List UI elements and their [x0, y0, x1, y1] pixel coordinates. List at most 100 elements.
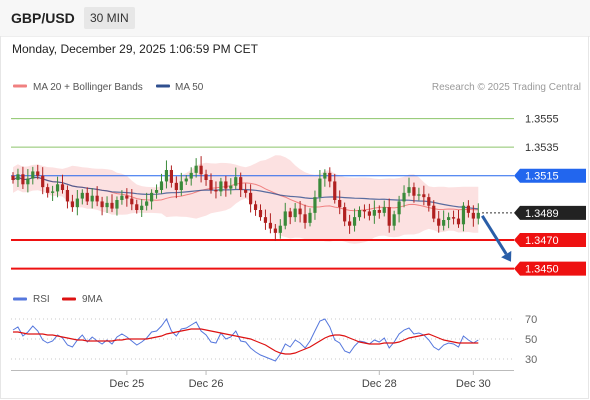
price-tag-support [514, 233, 586, 247]
candle-body [51, 191, 55, 193]
candle [214, 181, 218, 199]
candle [31, 166, 35, 185]
candle [70, 194, 74, 212]
forecast-arrow [481, 215, 512, 262]
candle [75, 190, 79, 216]
candle [442, 210, 446, 231]
candle [417, 187, 421, 201]
rsi-tick-label: 70 [525, 314, 537, 326]
candlestick-series [11, 156, 480, 241]
candle [407, 177, 411, 197]
candle-body [412, 187, 416, 196]
candle [159, 173, 164, 194]
bollinger-band [13, 155, 479, 244]
candle-body [110, 202, 114, 209]
candle-body [328, 172, 332, 182]
candle [258, 204, 263, 221]
candle [333, 173, 337, 204]
candle [377, 205, 381, 219]
candle-body [417, 194, 421, 196]
candle-body [21, 174, 25, 185]
price-tag-label-current: 1.3489 [525, 208, 559, 220]
timeframe-badge[interactable]: 30 MIN [84, 7, 135, 29]
candle [80, 189, 84, 205]
rsi-legend-label: RSI [33, 294, 50, 305]
candle [338, 190, 342, 215]
candle [224, 175, 228, 197]
candle-body [125, 195, 129, 199]
candle [382, 200, 386, 217]
candle-body [224, 181, 228, 189]
candle-body [135, 204, 139, 210]
candle-body [273, 228, 277, 233]
ma9-legend-label: 9MA [82, 294, 103, 305]
candle-body [372, 210, 376, 216]
candle-body [90, 195, 94, 202]
candle [318, 170, 322, 202]
candle [21, 166, 25, 189]
candle-body [219, 181, 223, 192]
ma9-legend-swatch [62, 297, 76, 301]
candle-body [130, 198, 134, 205]
candle [105, 196, 109, 213]
candle [11, 172, 15, 184]
candle-body [174, 182, 178, 190]
candle [367, 203, 371, 221]
candle-body [65, 190, 70, 202]
candle [273, 224, 277, 241]
ma20-legend-swatch [13, 84, 27, 88]
candle-body [140, 205, 144, 210]
ma50-legend-label: MA 50 [175, 82, 204, 93]
candle-body [447, 217, 451, 220]
candle-body [214, 190, 218, 192]
timestamp: Monday, December 29, 2025 1:06:59 PM CET [12, 42, 258, 56]
candle [184, 175, 188, 185]
candle [268, 213, 272, 234]
candle-body [357, 210, 362, 218]
candle [372, 200, 376, 224]
candle-body [451, 217, 456, 219]
x-tick-label: Dec 28 [362, 378, 397, 390]
price-tag-label-resistance: 1.3555 [525, 114, 559, 126]
bollinger-band-layer [13, 155, 479, 244]
candle [293, 203, 297, 222]
candle [249, 184, 253, 213]
candle-body [397, 201, 401, 215]
candle [16, 168, 20, 187]
candle-body [293, 208, 297, 218]
candle-body [476, 212, 480, 219]
candle-body [263, 217, 268, 223]
candle [392, 210, 396, 231]
candle-body [422, 194, 426, 198]
candle-body [377, 210, 381, 213]
candle-body [338, 200, 342, 208]
candle [234, 167, 238, 190]
candle [219, 177, 223, 197]
candle-body [105, 202, 109, 208]
candle [194, 158, 198, 178]
candle-body [16, 174, 20, 180]
candle-body [348, 221, 352, 226]
candle-body [41, 175, 45, 188]
candle [115, 196, 119, 216]
price-tag-current [514, 205, 586, 220]
forecast-arrow-head [501, 250, 512, 262]
candle-body [46, 187, 50, 193]
candle-body [60, 184, 65, 190]
research-credit: Research © 2025 Trading Central [432, 82, 581, 93]
rsi-legend-swatch [13, 297, 27, 301]
candle [41, 167, 45, 195]
candle-body [253, 204, 258, 210]
price-tag-label-resistance: 1.3535 [525, 142, 559, 154]
price-tag-pivot [514, 168, 586, 183]
currency-pair-title: GBP/USD [11, 10, 75, 26]
candle [189, 167, 193, 186]
candle-body [407, 187, 411, 193]
candle [150, 189, 154, 210]
candle [422, 185, 426, 206]
candle [229, 178, 233, 195]
candle-body [11, 175, 15, 180]
candle [154, 184, 159, 199]
candle-body [392, 214, 396, 226]
